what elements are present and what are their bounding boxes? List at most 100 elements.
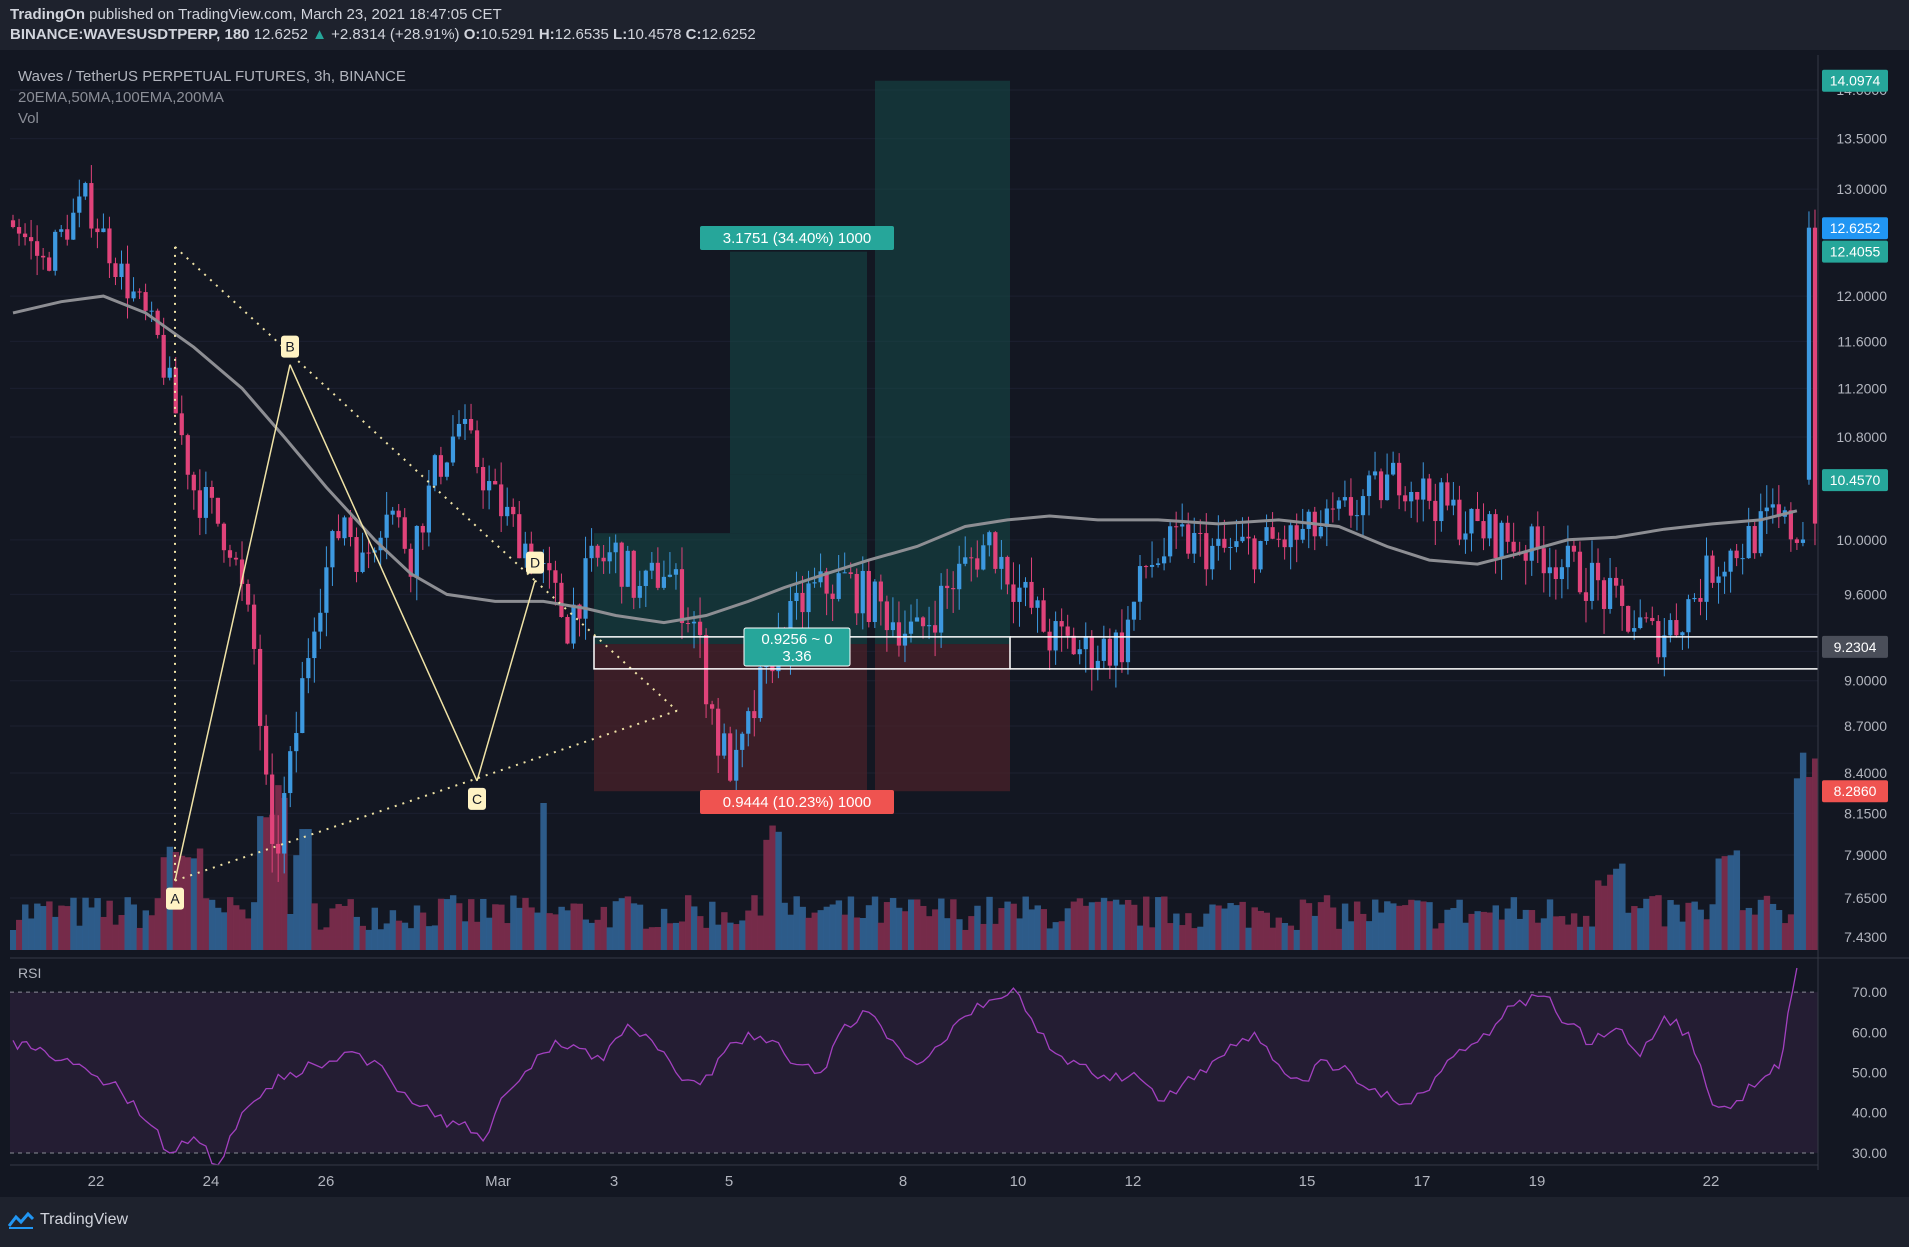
publisher-name[interactable]: TradingOn [10, 6, 85, 23]
pattern-dotted-line [174, 709, 678, 882]
candle-body [1758, 511, 1763, 554]
time-tick-label: 3 [610, 1173, 618, 1190]
time-axis[interactable]: 22 24 26 Mar 3 5 8 10 12 15 17 19 22 [10, 1164, 1818, 1190]
candle-body [734, 749, 739, 781]
candle-body [1776, 504, 1781, 517]
volume-bar [1070, 901, 1078, 950]
position-zones[interactable] [594, 80, 1010, 792]
candle-body [71, 212, 76, 240]
candle-body [28, 237, 34, 242]
candle-body [1318, 526, 1323, 537]
volume-bar [877, 922, 885, 950]
volume-bar [371, 907, 379, 950]
volume-bar [317, 929, 324, 950]
volume-bar [636, 904, 644, 950]
candle-body [390, 510, 395, 515]
candle-body [1017, 587, 1022, 602]
volume-bar [226, 897, 234, 950]
candle-body [1216, 538, 1221, 546]
candle-body [1234, 541, 1239, 547]
price-badge-label: 12.6252 [1830, 220, 1881, 236]
candle-body [264, 725, 269, 775]
candle-body [312, 631, 317, 659]
volume-bar [853, 917, 861, 950]
volume-bar [251, 902, 258, 950]
volume-bar [835, 900, 843, 950]
tradingview-brand[interactable]: TradingView [8, 1211, 128, 1229]
volume-bar [82, 897, 89, 950]
candle-body [1258, 541, 1263, 570]
volume-bar [1118, 904, 1126, 950]
rsi-pane: RSI 70.00 60.00 50.00 40.00 30.00 [10, 957, 1909, 1166]
candle-body [1149, 564, 1155, 567]
rsi-tick-label: 70.00 [1852, 984, 1887, 1000]
candle-body [1716, 576, 1721, 583]
volume-bar [1570, 913, 1578, 950]
candle-body [493, 481, 498, 485]
candle-body [197, 490, 202, 518]
candle-body [565, 616, 570, 644]
candle-body [41, 255, 46, 258]
candle-body [854, 573, 859, 614]
volume-bar [1088, 902, 1096, 950]
candle-body [722, 733, 727, 756]
candle-body [1270, 527, 1275, 539]
candle-body [1168, 526, 1173, 557]
candle-body [1698, 597, 1703, 602]
candle-body [1035, 600, 1040, 608]
time-tick-label: 8 [899, 1173, 907, 1190]
volume-bar [847, 896, 855, 950]
candle-body [1101, 638, 1106, 661]
loss-zone-right [875, 644, 1010, 792]
candle-body [107, 228, 112, 264]
volume-bar [733, 924, 740, 950]
volume-bar [407, 928, 415, 950]
volume-bar [938, 898, 945, 950]
volume-bar [1522, 909, 1530, 950]
volume-bar [455, 903, 463, 950]
volume-bar [986, 896, 993, 950]
candle-body [396, 510, 401, 518]
candle-body [1626, 605, 1631, 632]
volume-bar [1438, 923, 1445, 950]
volume-bar [678, 921, 686, 950]
volume-bar [311, 903, 318, 950]
candle-body [1294, 525, 1299, 540]
candle-body [227, 550, 233, 558]
time-tick-label: 17 [1414, 1173, 1431, 1190]
candle-body [191, 474, 196, 491]
candle-body [836, 573, 841, 599]
volume-bar [1528, 910, 1536, 950]
volume-bar [739, 920, 746, 950]
candle-body [239, 559, 245, 584]
volume-bar [865, 905, 873, 950]
candle-body [402, 517, 407, 549]
candle-body [1119, 632, 1125, 663]
time-tick-label: 19 [1529, 1173, 1546, 1190]
volume-bar [232, 905, 240, 950]
candle-body [1704, 555, 1709, 602]
candle-body [517, 514, 522, 559]
candle-body [1071, 635, 1076, 655]
footer: TradingView [0, 1197, 1909, 1247]
candle-body [1577, 551, 1583, 593]
candle-body [746, 711, 751, 734]
candle-body [1656, 621, 1661, 658]
candle-body [1650, 617, 1655, 622]
candle-body [649, 562, 654, 571]
candle-body [553, 570, 558, 583]
candle-body [932, 625, 938, 633]
candle-body [330, 531, 335, 568]
price-tick-label: 11.6000 [1837, 333, 1887, 349]
candle-body [1595, 562, 1601, 581]
volume-bar [757, 915, 764, 950]
candle-body [1571, 545, 1577, 552]
volume-bar [64, 906, 71, 950]
abcd-pattern[interactable]: A B C D [166, 246, 678, 910]
volume-bar [1697, 909, 1704, 950]
change-arrow-icon: ▲ [312, 26, 327, 43]
volume-bar [787, 914, 794, 950]
candle-body [691, 621, 697, 624]
price-axis[interactable]: 14.000013.500013.000012.000011.600011.20… [1817, 55, 1888, 1170]
